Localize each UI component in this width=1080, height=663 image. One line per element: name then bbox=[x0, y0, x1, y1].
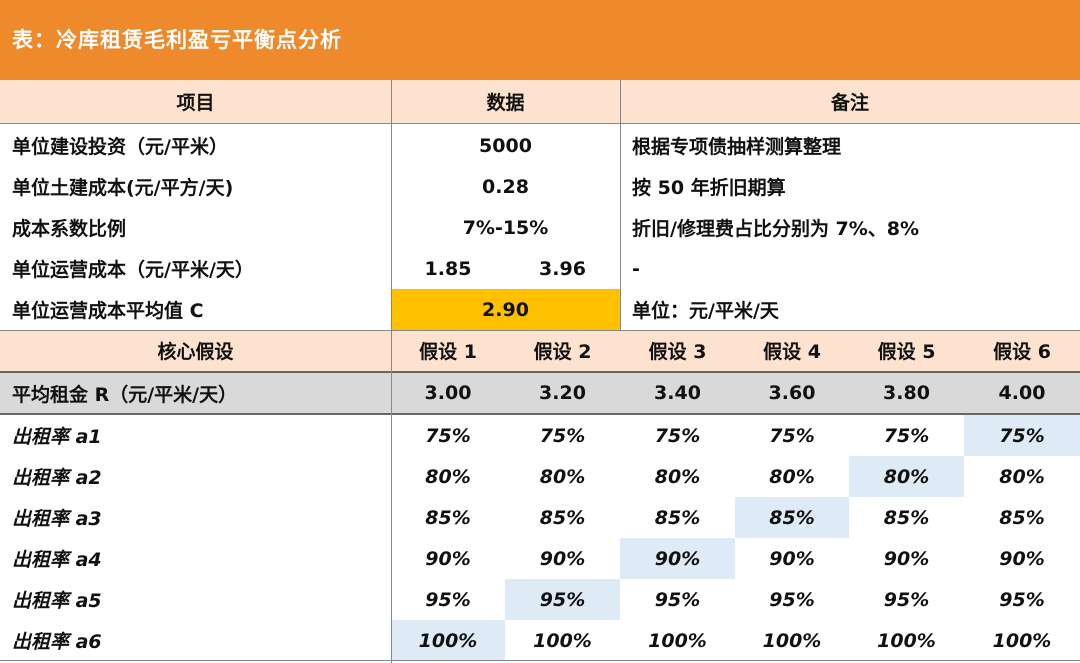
occupancy-value: 90% bbox=[883, 547, 930, 570]
row-label: 单位建设投资（元/平米） bbox=[12, 136, 228, 158]
occupancy-value: 75% bbox=[425, 424, 471, 447]
occupancy-value-highlighted: 75% bbox=[964, 415, 1080, 456]
table-row: 单位土建成本(元/平方/天) 0.28 按 50 年折旧期算 bbox=[0, 166, 1080, 207]
row-note: 按 50 年折旧期算 bbox=[632, 177, 786, 199]
row-note: - bbox=[632, 257, 640, 280]
rent-value: 3.80 bbox=[849, 373, 964, 413]
row-label: 单位运营成本（元/平米/天） bbox=[12, 259, 254, 281]
row-note: 折旧/修理费占比分别为 7%、8% bbox=[632, 218, 920, 240]
occupancy-label: 出租率 a4 bbox=[12, 549, 102, 571]
table-row: 单位建设投资（元/平米） 5000 根据专项债抽样测算整理 bbox=[0, 125, 1080, 166]
occupancy-value: 80% bbox=[769, 465, 815, 488]
occupancy-value: 95% bbox=[999, 588, 1045, 611]
occupancy-value: 85% bbox=[883, 506, 930, 529]
assumption-header: 假设 1 bbox=[391, 330, 505, 371]
header-data: 数据 bbox=[391, 80, 620, 123]
occupancy-value: 95% bbox=[769, 588, 815, 611]
header-row: 项目 数据 备注 bbox=[0, 80, 1080, 123]
occupancy-value: 75% bbox=[654, 424, 701, 447]
row-label: 单位运营成本平均值 C bbox=[12, 300, 204, 322]
occupancy-value: 75% bbox=[883, 424, 930, 447]
occupancy-value: 80% bbox=[654, 465, 701, 488]
occupancy-value: 100% bbox=[533, 629, 592, 652]
occupancy-row: 出租率 a4 90% 90% 90% 90% 90% 90% bbox=[0, 538, 1080, 579]
occupancy-label: 出租率 a3 bbox=[12, 508, 102, 530]
occupancy-value: 85% bbox=[654, 506, 701, 529]
occupancy-value: 100% bbox=[877, 629, 936, 652]
occupancy-value-highlighted: 100% bbox=[391, 620, 505, 661]
occupancy-row: 出租率 a6 100% 100% 100% 100% 100% 100% bbox=[0, 620, 1080, 661]
occupancy-label: 出租率 a5 bbox=[12, 590, 102, 612]
occupancy-label: 出租率 a2 bbox=[12, 467, 102, 489]
header-item: 项目 bbox=[0, 80, 391, 123]
occupancy-value: 95% bbox=[883, 588, 930, 611]
rent-value: 3.20 bbox=[505, 373, 620, 413]
occupancy-label: 出租率 a6 bbox=[12, 631, 102, 653]
row-note: 单位：元/平米/天 bbox=[632, 300, 779, 322]
row-value-max: 3.96 bbox=[539, 257, 586, 280]
occupancy-value: 95% bbox=[654, 588, 701, 611]
table-title: 表：冷库租赁毛利盈亏平衡点分析 bbox=[12, 28, 342, 52]
occupancy-value-highlighted: 95% bbox=[505, 579, 620, 620]
occupancy-label: 出租率 a1 bbox=[12, 426, 102, 448]
occupancy-value-highlighted: 90% bbox=[620, 538, 735, 579]
occupancy-value: 85% bbox=[999, 506, 1045, 529]
row-value: 5000 bbox=[479, 134, 532, 157]
occupancy-row: 出租率 a1 75% 75% 75% 75% 75% 75% bbox=[0, 415, 1080, 456]
assumption-header: 假设 4 bbox=[735, 330, 849, 371]
occupancy-value: 80% bbox=[999, 465, 1045, 488]
occupancy-value: 90% bbox=[769, 547, 815, 570]
rent-label: 平均租金 R（元/平米/天） bbox=[0, 373, 391, 413]
row-value: 0.28 bbox=[482, 175, 529, 198]
occupancy-value: 80% bbox=[539, 465, 586, 488]
assumption-header: 假设 3 bbox=[620, 330, 735, 371]
divider bbox=[391, 80, 392, 663]
assumptions-header-row: 核心假设 假设 1 假设 2 假设 3 假设 4 假设 5 假设 6 bbox=[0, 330, 1080, 371]
occupancy-value: 90% bbox=[539, 547, 586, 570]
divider bbox=[0, 330, 1080, 331]
row-label: 单位土建成本(元/平方/天) bbox=[12, 177, 234, 199]
header-note: 备注 bbox=[620, 80, 1080, 123]
row-note: 根据专项债抽样测算整理 bbox=[632, 136, 842, 158]
title-bar: 表：冷库租赁毛利盈亏平衡点分析 bbox=[0, 0, 1080, 80]
occupancy-value-highlighted: 85% bbox=[735, 497, 849, 538]
divider bbox=[620, 80, 621, 330]
occupancy-value: 85% bbox=[425, 506, 471, 529]
occupancy-value: 85% bbox=[539, 506, 586, 529]
rent-value: 3.60 bbox=[735, 373, 849, 413]
occupancy-value: 90% bbox=[425, 547, 471, 570]
occupancy-value: 100% bbox=[992, 629, 1052, 652]
occupancy-row: 出租率 a2 80% 80% 80% 80% 80% 80% bbox=[0, 456, 1080, 497]
divider bbox=[0, 371, 1080, 373]
rent-value: 3.00 bbox=[391, 373, 505, 413]
rent-value: 3.40 bbox=[620, 373, 735, 413]
assumption-header: 假设 5 bbox=[849, 330, 964, 371]
divider bbox=[0, 413, 1080, 415]
row-label: 成本系数比例 bbox=[12, 218, 127, 240]
rent-row: 平均租金 R（元/平米/天） 3.00 3.20 3.40 3.60 3.80 … bbox=[0, 373, 1080, 413]
occupancy-value: 95% bbox=[425, 588, 471, 611]
divider bbox=[0, 660, 1080, 661]
assumption-header: 假设 2 bbox=[505, 330, 620, 371]
assumption-header: 假设 6 bbox=[964, 330, 1080, 371]
occupancy-value: 75% bbox=[769, 424, 815, 447]
occupancy-row: 出租率 a3 85% 85% 85% 85% 85% 85% bbox=[0, 497, 1080, 538]
occupancy-value: 75% bbox=[539, 424, 586, 447]
occupancy-row: 出租率 a5 95% 95% 95% 95% 95% 95% bbox=[0, 579, 1080, 620]
assumptions-label: 核心假设 bbox=[0, 330, 391, 371]
occupancy-value: 90% bbox=[999, 547, 1045, 570]
row-value-min: 1.85 bbox=[424, 257, 472, 280]
divider bbox=[0, 123, 1080, 124]
table-row: 单位运营成本平均值 C 2.90 单位：元/平米/天 bbox=[0, 289, 1080, 330]
row-value: 7%-15% bbox=[462, 216, 549, 239]
table-row: 成本系数比例 7%-15% 折旧/修理费占比分别为 7%、8% bbox=[0, 207, 1080, 248]
occupancy-value: 80% bbox=[425, 465, 471, 488]
rent-value: 4.00 bbox=[964, 373, 1080, 413]
average-cost-value: 2.90 bbox=[391, 289, 620, 330]
table-row: 单位运营成本（元/平米/天） 1.85 3.96 - bbox=[0, 248, 1080, 289]
occupancy-value: 100% bbox=[762, 629, 822, 652]
occupancy-value-highlighted: 80% bbox=[849, 456, 964, 497]
occupancy-value: 100% bbox=[648, 629, 707, 652]
